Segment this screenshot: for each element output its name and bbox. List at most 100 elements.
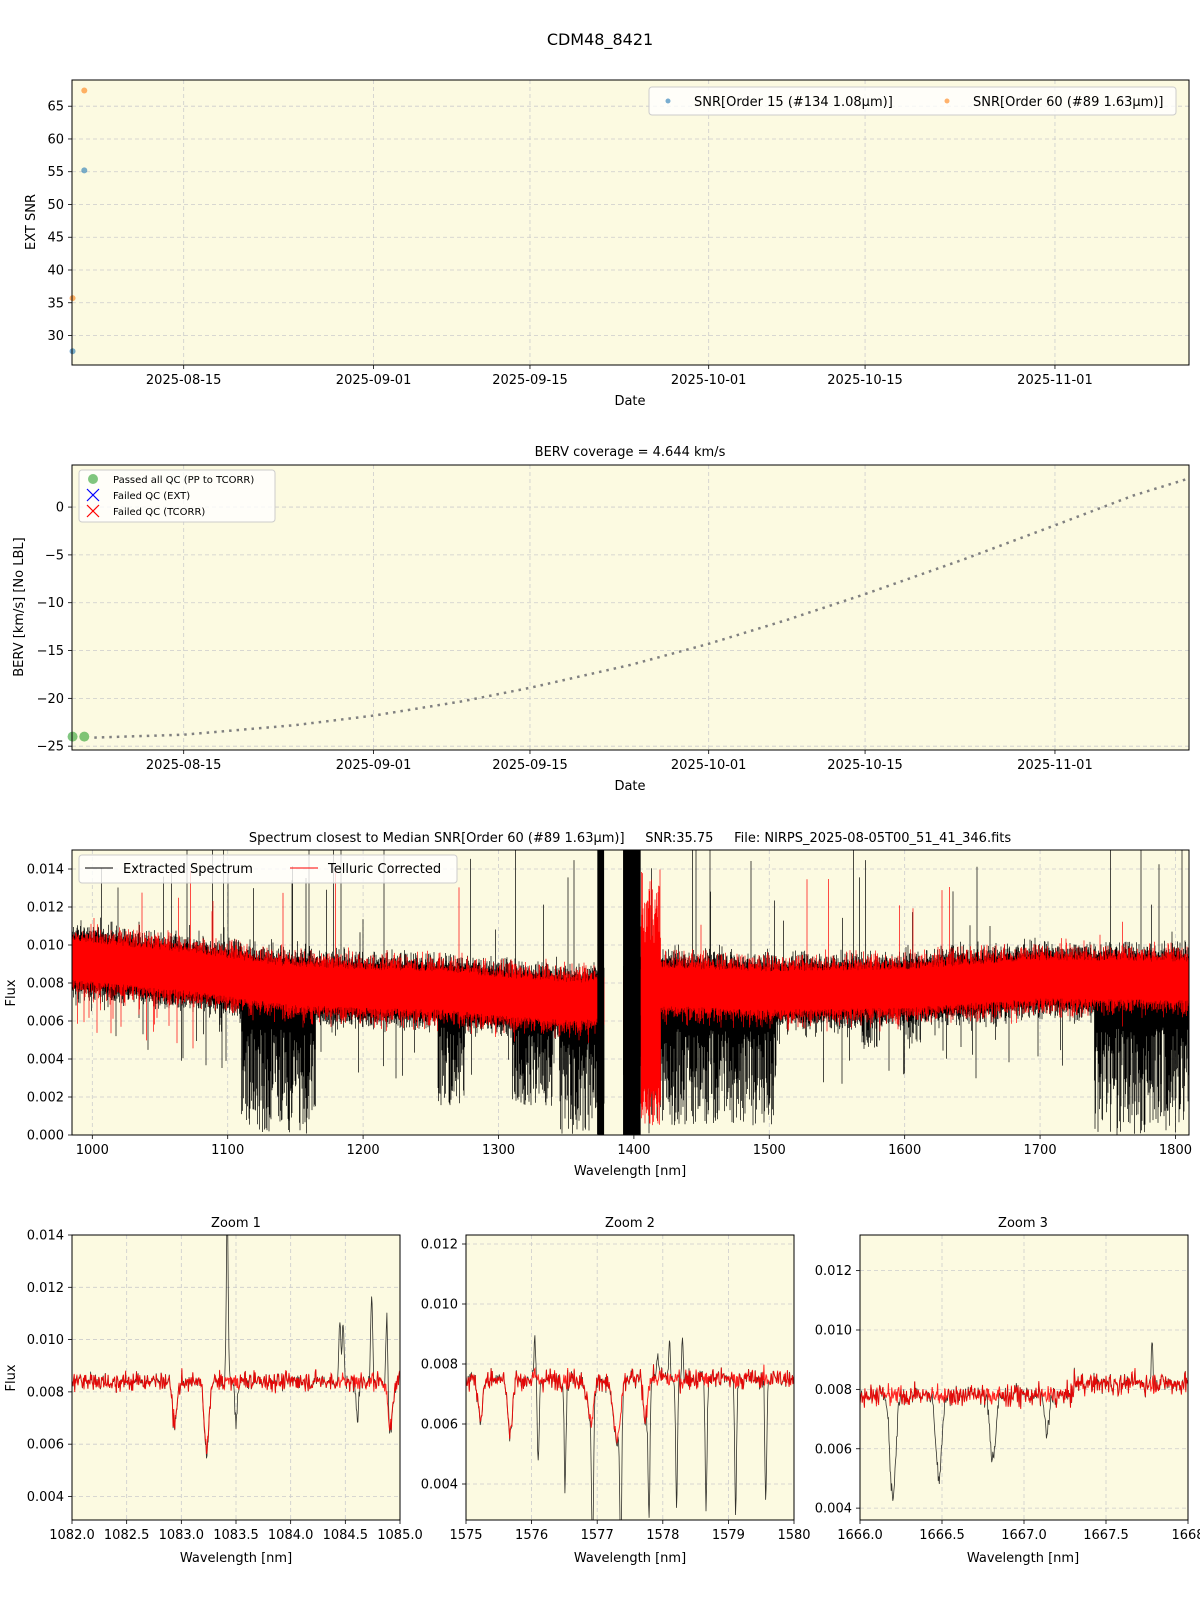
berv-title: BERV coverage = 4.644 km/s [535,445,726,460]
x-tick-label: 1082.5 [104,1528,150,1543]
x-tick-label: 1000 [76,1143,109,1158]
zoom1-ylabel: Flux [4,1364,19,1391]
y-tick-label: 55 [47,165,64,180]
legend-label-failed-ext: Failed QC (EXT) [113,491,190,502]
y-tick-label: 0.002 [27,1091,64,1106]
figure-title: CDM48_8421 [546,30,654,49]
y-tick-label: 0.004 [421,1478,458,1493]
legend-label-telluric: Telluric Corrected [327,862,441,877]
spectrum-ylabel: Flux [4,979,19,1006]
x-tick-label: 2025-11-01 [1017,373,1093,388]
ticks: 1575 1576 1577 1578 1579 1580 0.004 0.006 0.008 0… [421,1238,811,1544]
snr-point [81,87,88,94]
x-tick-label: 1700 [1024,1143,1057,1158]
y-tick-label: −25 [37,740,64,755]
y-tick-label: −5 [45,548,64,563]
x-tick-label: 1200 [347,1143,380,1158]
y-tick-label: 0.008 [27,1385,64,1400]
y-tick-label: 0.000 [27,1129,64,1144]
x-tick-label: 1085.0 [377,1528,423,1543]
x-tick-label: 1578 [646,1528,679,1543]
berv-xlabel: Date [614,779,645,794]
axes-frame [71,464,1190,751]
telluric-corrected-line [466,1364,794,1445]
x-tick-label: 2025-10-15 [827,373,903,388]
legend-marker-order15-icon [665,98,671,104]
y-tick-label: 0.004 [27,1490,64,1505]
x-tick-label: 1575 [449,1528,482,1543]
legend-marker-order60-icon [944,98,950,104]
spectrum-title: Spectrum closest to Median SNR[Order 60 … [249,831,1012,846]
x-tick-label: 1500 [753,1143,786,1158]
y-tick-label: 0.014 [27,1229,64,1244]
ticks: 2025-08-15 2025-09-01 2025-09-15 2025-10-01… [47,100,1092,388]
y-tick-label: 0.004 [815,1502,852,1517]
zoom1-title: Zoom 1 [211,1216,261,1231]
x-tick-label: 1576 [515,1528,548,1543]
telluric-corrected-line [860,1367,1188,1410]
zoom3-title: Zoom 3 [998,1216,1048,1231]
y-tick-label: 30 [47,329,64,344]
snr-panel: 2025-08-15 2025-09-01 2025-09-15 2025-10-01… [47,79,1190,388]
legend-label-passed: Passed all QC (PP to TCORR) [113,475,254,486]
y-tick-label: 35 [47,296,64,311]
ticks: 2025-08-15 2025-09-01 2025-09-15 2025-10-01… [37,501,1093,773]
x-tick-label: 1666.5 [919,1528,965,1543]
x-tick-label: 1300 [482,1143,515,1158]
legend-label-failed-tcorr: Failed QC (TCORR) [113,507,205,518]
y-tick-label: 0.012 [27,1281,64,1296]
x-tick-label: 2025-11-01 [1017,758,1093,773]
legend-failed-ext-icon [86,488,100,502]
y-tick-label: −15 [37,644,64,659]
zoom2-title: Zoom 2 [605,1216,655,1231]
y-tick-label: 0.012 [27,901,64,916]
zoom3-xlabel: Wavelength [nm] [967,1551,1079,1566]
legend-label-extracted: Extracted Spectrum [123,862,253,877]
x-tick-label: 1100 [211,1143,244,1158]
x-tick-label: 2025-09-15 [492,758,568,773]
y-tick-label: 0 [56,501,64,516]
axes-frame [71,849,1190,1136]
x-tick-label: 1400 [617,1143,650,1158]
snr-point [69,348,76,355]
grid [72,465,1189,750]
x-tick-label: 1577 [581,1528,614,1543]
ticks: 1000 1100 1200 1300 1400 1500 1600 1700 1800 0.00… [27,863,1192,1159]
telluric-corrected-line [72,1368,400,1455]
x-tick-label: 1667.5 [1083,1528,1129,1543]
x-tick-label: 1667.0 [1001,1528,1047,1543]
snr-xlabel: Date [614,394,645,409]
x-tick-label: 2025-08-15 [146,758,222,773]
plot-area [72,80,1189,365]
saturated-band [623,850,641,1135]
legend-passed-icon [88,474,98,484]
x-tick-label: 1083.5 [213,1528,259,1543]
zoom2-xlabel: Wavelength [nm] [574,1551,686,1566]
y-tick-label: 0.010 [421,1298,458,1313]
y-tick-label: 60 [47,132,64,147]
y-tick-label: 0.012 [815,1264,852,1279]
y-tick-label: 65 [47,100,64,115]
axes-frame [859,1234,1189,1521]
berv-legend: Passed all QC (PP to TCORR) Failed QC (E… [78,469,276,523]
legend-label-order15: SNR[Order 15 (#134 1.08μm)] [694,95,893,110]
berv-ylabel: BERV [km/s] [No LBL] [12,537,27,676]
x-tick-label: 1800 [1159,1143,1192,1158]
x-tick-label: 1084.0 [268,1528,314,1543]
x-tick-label: 2025-09-01 [336,758,412,773]
y-tick-label: 0.006 [27,1015,64,1030]
zoom1-panel: 1082.0 1082.5 1083.0 1083.5 1084.0 1084.5 1085… [27,1229,423,1544]
legend-failed-tcorr-icon [86,504,100,518]
y-tick-label: 0.008 [27,977,64,992]
zoom3-panel: 1666.0 1666.5 1667.0 1667.5 1668 0.004 0.006 0.… [815,1234,1200,1543]
snr-point [69,295,76,302]
y-tick-label: 0.004 [27,1053,64,1068]
x-tick-label: 2025-10-01 [671,758,747,773]
axes-frame [465,1234,795,1521]
y-tick-label: 0.006 [27,1438,64,1453]
x-tick-label: 2025-09-01 [336,373,412,388]
y-tick-label: 50 [47,198,64,213]
x-tick-label: 2025-08-15 [146,373,222,388]
x-tick-label: 1666.0 [837,1528,883,1543]
